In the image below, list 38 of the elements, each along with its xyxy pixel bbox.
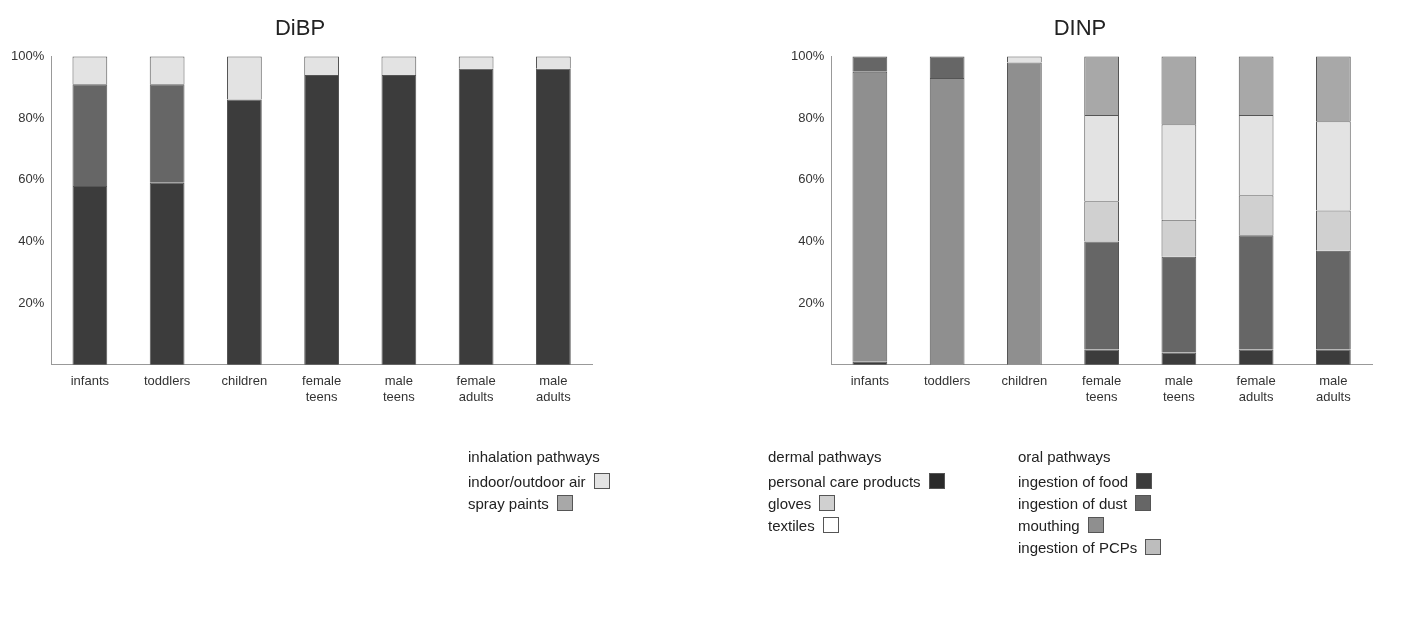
legend-label: personal care products	[768, 472, 921, 490]
text: inhalation pathways	[468, 448, 601, 467]
legend-label: spray paints	[468, 494, 549, 512]
y-tick-label: 20%	[798, 294, 825, 310]
legend-label: mouthing	[1018, 516, 1080, 534]
x-tick-label: male teens	[1162, 373, 1196, 404]
x-tick-label: toddlers	[924, 373, 971, 389]
legend-label: gloves	[768, 494, 812, 512]
x-tick-label: infants	[850, 373, 890, 389]
x-tick-label: female adults	[456, 373, 496, 404]
y-tick-label: 80%	[798, 109, 825, 125]
x-tick-label: children	[221, 373, 268, 389]
y-tick-label: 100%	[791, 47, 825, 63]
x-tick-label: female teens	[1082, 373, 1122, 404]
x-tick-label: male adults	[536, 373, 572, 404]
y-tick-label: 80%	[18, 109, 45, 125]
y-tick-label: 60%	[798, 171, 825, 187]
x-tick-label: female adults	[1236, 373, 1276, 404]
y-tick-label: 20%	[18, 294, 45, 310]
legend-label: ingestion of food	[1018, 472, 1129, 490]
chart-title: DiBP	[274, 15, 326, 41]
x-tick-label: toddlers	[144, 373, 191, 389]
x-tick-label: infants	[70, 373, 110, 389]
y-tick-label: 100%	[11, 47, 45, 63]
x-tick-label: male adults	[1316, 373, 1352, 404]
chart-title: DINP	[1053, 15, 1107, 41]
y-tick-label: 60%	[18, 171, 45, 187]
x-tick-label: male teens	[382, 373, 416, 404]
legend-label: textiles	[768, 516, 815, 534]
x-tick-label: children	[1001, 373, 1048, 389]
text: oral pathways	[1018, 448, 1112, 467]
legend-label: ingestion of dust	[1018, 494, 1128, 512]
y-tick-label: 40%	[18, 233, 45, 249]
text: dermal pathways	[768, 448, 883, 467]
x-tick-label: female teens	[302, 373, 342, 404]
legend-label: indoor/outdoor air	[468, 472, 586, 490]
legend-label: ingestion of PCPs	[1018, 538, 1138, 556]
y-tick-label: 40%	[798, 233, 825, 249]
